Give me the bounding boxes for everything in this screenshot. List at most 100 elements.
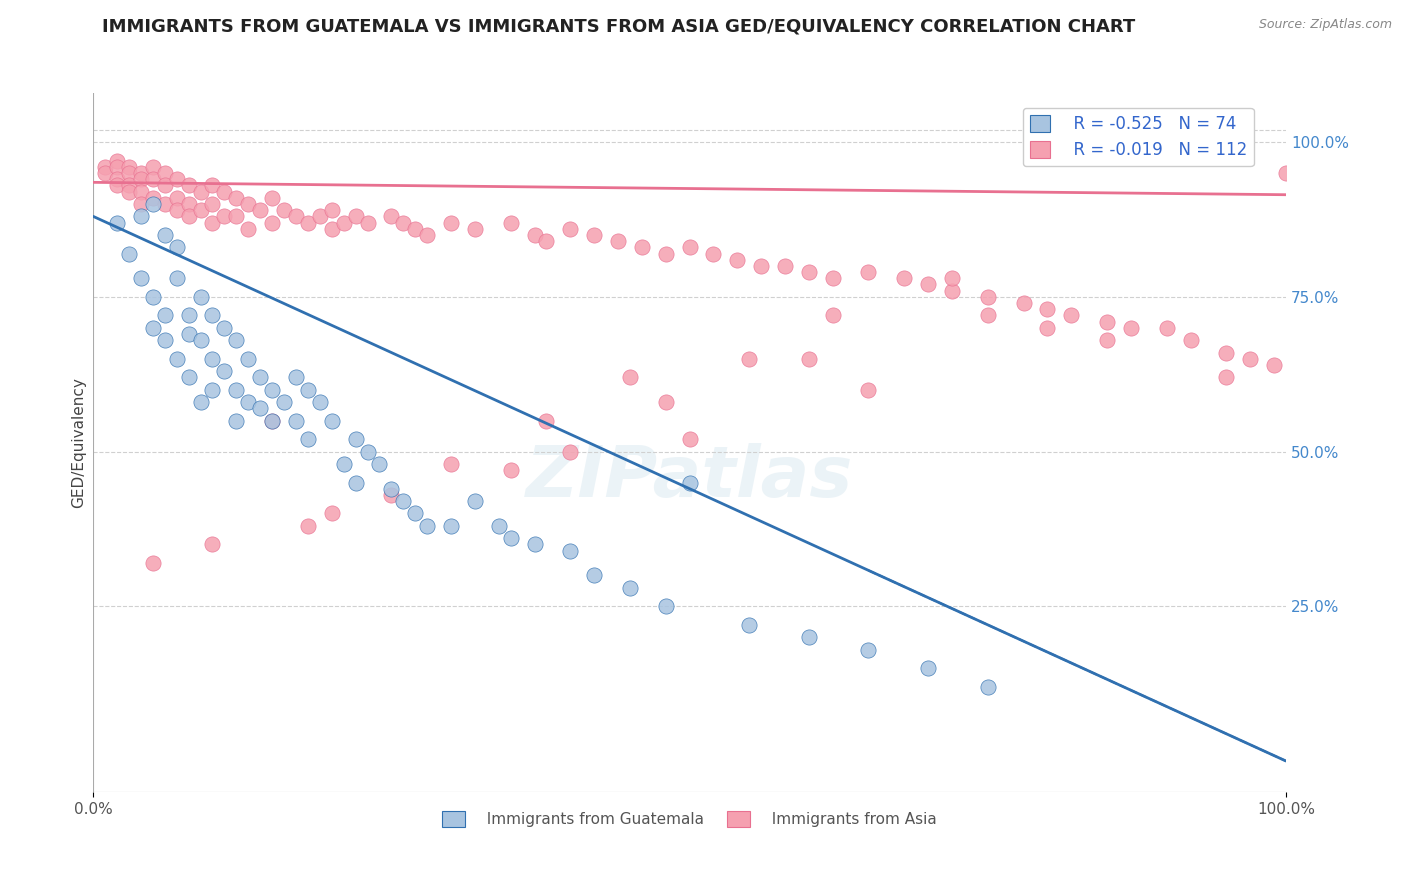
Point xyxy=(941,284,963,298)
Point xyxy=(619,581,641,595)
Point xyxy=(893,271,915,285)
Point xyxy=(773,259,796,273)
Point xyxy=(440,457,463,471)
Point xyxy=(678,432,700,446)
Point xyxy=(142,191,165,205)
Point xyxy=(118,166,141,180)
Point xyxy=(1215,370,1237,384)
Point xyxy=(118,185,141,199)
Point xyxy=(1036,302,1059,317)
Point xyxy=(941,271,963,285)
Point xyxy=(464,494,486,508)
Point xyxy=(977,290,1000,304)
Point xyxy=(284,370,307,384)
Point xyxy=(238,395,260,409)
Point xyxy=(105,172,128,186)
Point xyxy=(1275,166,1298,180)
Point xyxy=(416,518,439,533)
Point xyxy=(262,414,284,428)
Point xyxy=(225,333,247,347)
Point xyxy=(1119,320,1142,334)
Point xyxy=(129,172,152,186)
Point xyxy=(166,203,188,218)
Point xyxy=(142,160,165,174)
Point xyxy=(177,210,200,224)
Point xyxy=(262,383,284,397)
Point xyxy=(94,166,117,180)
Point xyxy=(153,197,176,211)
Point xyxy=(678,475,700,490)
Point xyxy=(225,383,247,397)
Point xyxy=(440,518,463,533)
Point xyxy=(142,197,165,211)
Point xyxy=(858,265,880,279)
Point xyxy=(321,203,343,218)
Point xyxy=(308,395,330,409)
Point xyxy=(105,160,128,174)
Point xyxy=(308,210,330,224)
Point xyxy=(129,166,152,180)
Point xyxy=(821,309,844,323)
Point xyxy=(1239,351,1261,366)
Point xyxy=(977,680,1000,694)
Point xyxy=(190,395,212,409)
Point xyxy=(1095,333,1118,347)
Point xyxy=(536,414,558,428)
Point xyxy=(105,153,128,168)
Point xyxy=(404,507,426,521)
Point xyxy=(499,531,522,545)
Point xyxy=(225,414,247,428)
Point xyxy=(560,444,582,458)
Point xyxy=(380,488,402,502)
Point xyxy=(1215,345,1237,359)
Point xyxy=(368,457,391,471)
Point xyxy=(654,599,676,614)
Point xyxy=(654,395,676,409)
Point xyxy=(153,166,176,180)
Point xyxy=(238,197,260,211)
Point xyxy=(488,518,510,533)
Point xyxy=(560,543,582,558)
Point xyxy=(499,216,522,230)
Point xyxy=(105,216,128,230)
Point xyxy=(499,463,522,477)
Point xyxy=(738,351,761,366)
Point xyxy=(201,537,224,551)
Point xyxy=(380,210,402,224)
Point xyxy=(1180,333,1202,347)
Point xyxy=(332,457,354,471)
Point xyxy=(1060,309,1083,323)
Point xyxy=(166,271,188,285)
Point xyxy=(284,414,307,428)
Point xyxy=(297,383,319,397)
Point xyxy=(118,246,141,260)
Point xyxy=(321,221,343,235)
Point xyxy=(238,351,260,366)
Point xyxy=(607,234,630,248)
Point xyxy=(153,227,176,242)
Point xyxy=(583,568,606,582)
Point xyxy=(249,370,271,384)
Point xyxy=(190,333,212,347)
Point xyxy=(917,277,939,292)
Point xyxy=(118,160,141,174)
Point xyxy=(654,246,676,260)
Point xyxy=(977,309,1000,323)
Point xyxy=(142,556,165,570)
Point xyxy=(153,178,176,193)
Point xyxy=(105,178,128,193)
Point xyxy=(404,221,426,235)
Point xyxy=(142,320,165,334)
Point xyxy=(142,172,165,186)
Point xyxy=(201,383,224,397)
Point xyxy=(177,197,200,211)
Point xyxy=(238,221,260,235)
Point xyxy=(631,240,654,254)
Point xyxy=(356,444,378,458)
Point xyxy=(118,178,141,193)
Y-axis label: GED/Equivalency: GED/Equivalency xyxy=(72,376,86,508)
Point xyxy=(166,240,188,254)
Point xyxy=(201,351,224,366)
Point xyxy=(166,191,188,205)
Point xyxy=(201,197,224,211)
